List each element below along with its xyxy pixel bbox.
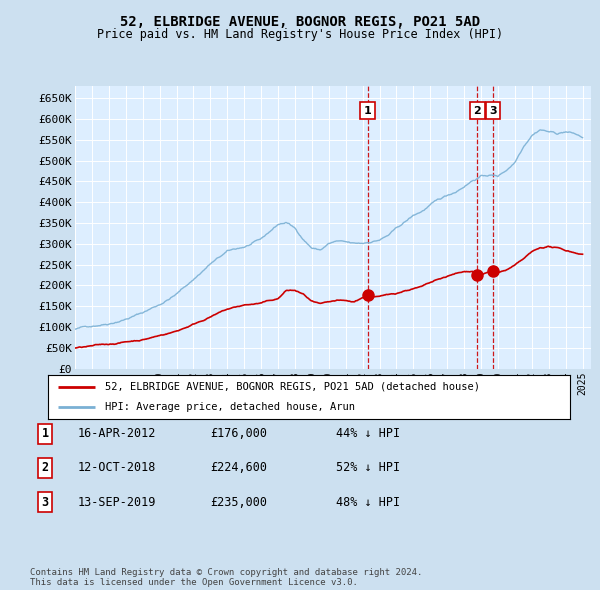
Text: 12-OCT-2018: 12-OCT-2018 <box>78 461 157 474</box>
Text: 1: 1 <box>41 427 49 440</box>
Text: 3: 3 <box>489 106 497 116</box>
Text: 52, ELBRIDGE AVENUE, BOGNOR REGIS, PO21 5AD: 52, ELBRIDGE AVENUE, BOGNOR REGIS, PO21 … <box>120 15 480 29</box>
Text: 52, ELBRIDGE AVENUE, BOGNOR REGIS, PO21 5AD (detached house): 52, ELBRIDGE AVENUE, BOGNOR REGIS, PO21 … <box>106 382 481 392</box>
Text: 2: 2 <box>473 106 481 116</box>
Text: £235,000: £235,000 <box>210 496 267 509</box>
Text: Price paid vs. HM Land Registry's House Price Index (HPI): Price paid vs. HM Land Registry's House … <box>97 28 503 41</box>
Text: 13-SEP-2019: 13-SEP-2019 <box>78 496 157 509</box>
Text: HPI: Average price, detached house, Arun: HPI: Average price, detached house, Arun <box>106 402 355 412</box>
Text: £176,000: £176,000 <box>210 427 267 440</box>
Text: 2: 2 <box>41 461 49 474</box>
Text: Contains HM Land Registry data © Crown copyright and database right 2024.
This d: Contains HM Land Registry data © Crown c… <box>30 568 422 587</box>
Text: 3: 3 <box>41 496 49 509</box>
Text: 16-APR-2012: 16-APR-2012 <box>78 427 157 440</box>
Text: 44% ↓ HPI: 44% ↓ HPI <box>336 427 400 440</box>
Text: £224,600: £224,600 <box>210 461 267 474</box>
Text: 52% ↓ HPI: 52% ↓ HPI <box>336 461 400 474</box>
Text: 48% ↓ HPI: 48% ↓ HPI <box>336 496 400 509</box>
Text: 1: 1 <box>364 106 371 116</box>
